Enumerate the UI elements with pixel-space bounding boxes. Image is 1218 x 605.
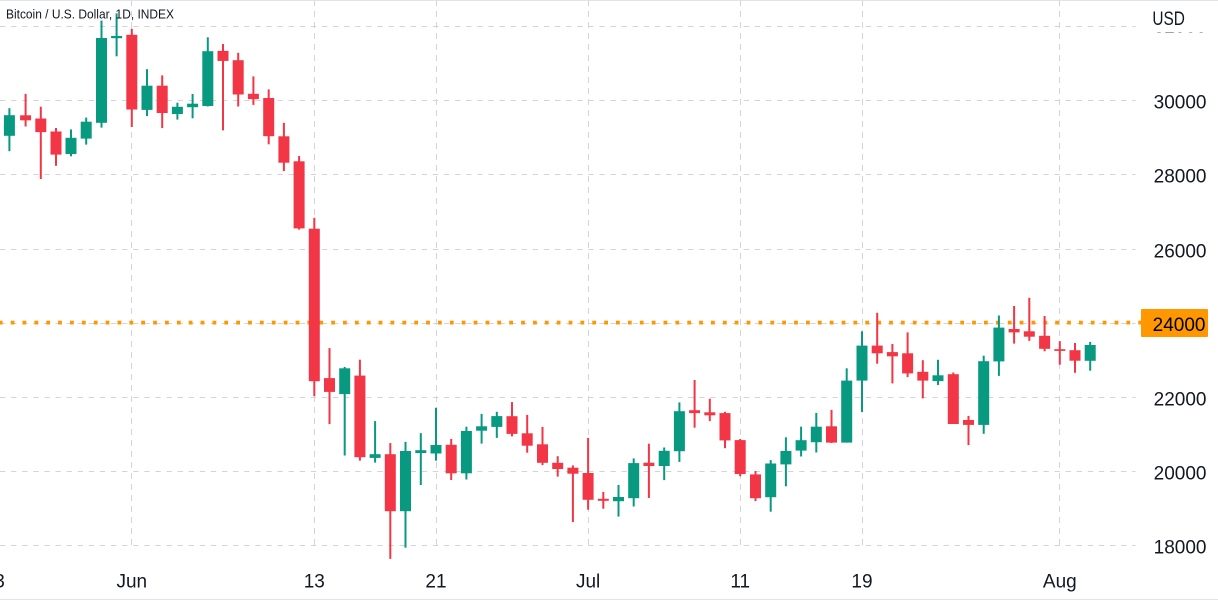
svg-text:30000: 30000 xyxy=(1154,92,1207,113)
svg-text:20000: 20000 xyxy=(1154,463,1207,484)
svg-text:26000: 26000 xyxy=(1154,241,1207,262)
svg-text:21: 21 xyxy=(425,572,446,593)
svg-text:22000: 22000 xyxy=(1154,389,1207,410)
svg-text:USD: USD xyxy=(1152,9,1185,30)
svg-text:Jul: Jul xyxy=(576,572,600,593)
svg-text:13: 13 xyxy=(304,572,325,593)
svg-text:Jun: Jun xyxy=(116,572,147,593)
svg-text:18000: 18000 xyxy=(1154,537,1207,558)
svg-text:11: 11 xyxy=(730,572,750,593)
svg-text:28000: 28000 xyxy=(1154,166,1207,187)
svg-text:Aug: Aug xyxy=(1043,572,1077,593)
svg-text:23: 23 xyxy=(0,572,5,593)
svg-text:Bitcoin / U.S. Dollar, 1D, IND: Bitcoin / U.S. Dollar, 1D, INDEX xyxy=(6,8,175,22)
svg-text:24000: 24000 xyxy=(1153,315,1206,336)
svg-text:19: 19 xyxy=(851,572,872,593)
